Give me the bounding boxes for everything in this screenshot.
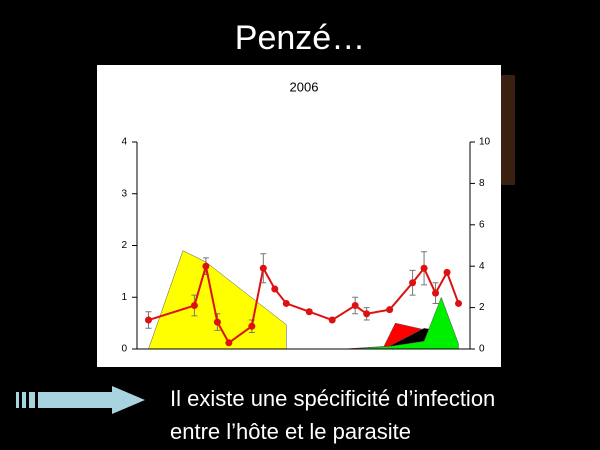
y-tick-label: 0	[121, 344, 127, 355]
y2-tick-label: 10	[479, 137, 491, 148]
marker	[443, 268, 451, 276]
slide-title: Penzé…	[235, 19, 365, 57]
marker	[225, 339, 233, 347]
y-tick-label: 2	[121, 240, 127, 251]
decoration	[500, 75, 515, 185]
marker	[271, 285, 279, 293]
y-tick-label: 3	[121, 188, 127, 199]
arrow	[16, 386, 145, 414]
marker	[305, 308, 313, 316]
y2-tick-label: 0	[479, 344, 485, 355]
body-text: entre l’hôte et le parasite	[170, 419, 411, 444]
marker	[190, 302, 198, 310]
marker	[328, 316, 336, 324]
y2-tick-label: 2	[479, 302, 485, 313]
marker	[202, 262, 210, 270]
chart-title: 2006	[290, 79, 319, 94]
body-text: Il existe une spécificité d’infection	[170, 386, 495, 411]
marker	[420, 264, 428, 272]
marker	[363, 310, 371, 318]
marker	[144, 316, 152, 324]
marker	[455, 299, 463, 307]
marker	[409, 279, 417, 287]
y2-tick-label: 8	[479, 178, 485, 189]
y-tick-label: 4	[121, 137, 127, 148]
marker	[386, 306, 394, 314]
marker	[259, 264, 267, 272]
marker	[213, 318, 221, 326]
marker	[282, 299, 290, 307]
y-axis-label: Micro algues (x 10⁵ Cellules/Litres)	[75, 144, 89, 330]
y2-tick-label: 4	[479, 261, 485, 272]
y2-tick-label: 6	[479, 219, 485, 230]
area	[349, 296, 459, 350]
marker	[351, 302, 359, 310]
marker	[432, 289, 440, 297]
marker	[248, 322, 256, 330]
y2-axis-label: Parasites (x 10⁵ Cellules/Litres)	[531, 151, 545, 319]
y-tick-label: 1	[121, 292, 127, 303]
